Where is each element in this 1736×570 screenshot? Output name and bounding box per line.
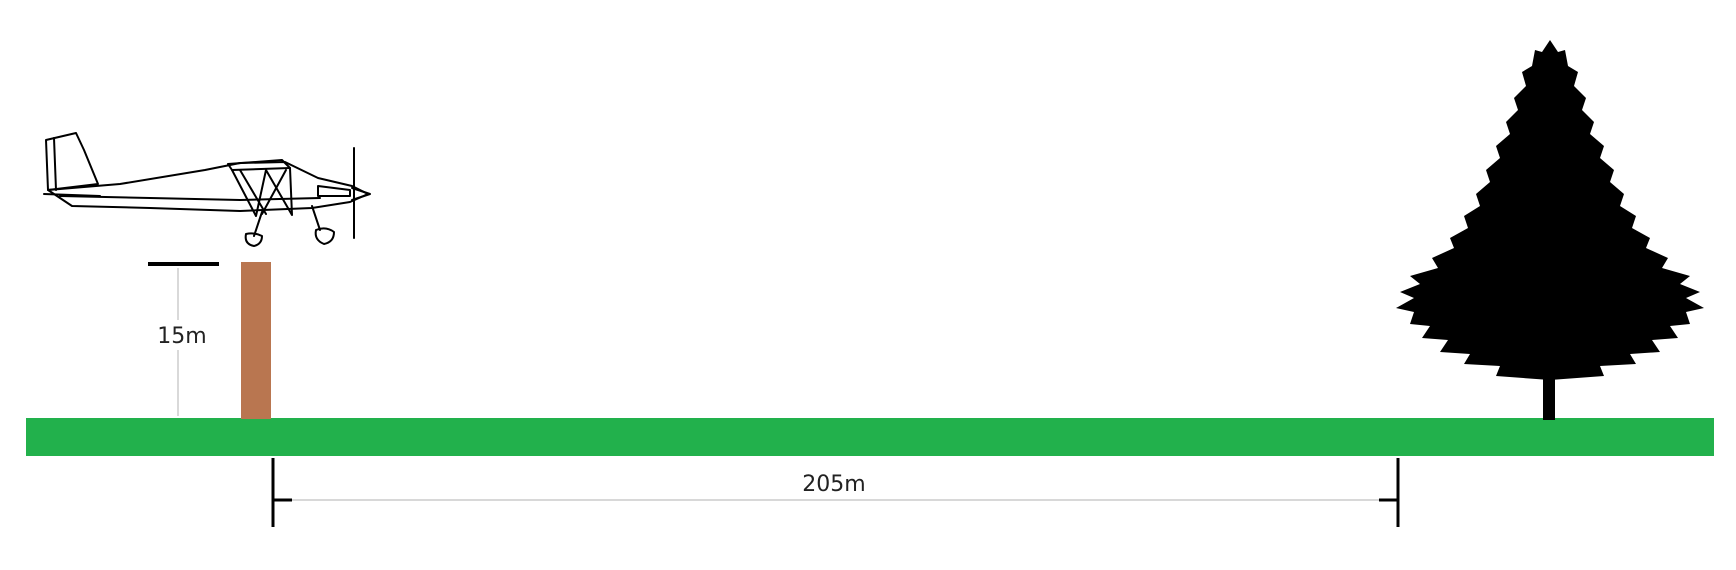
- obstacle-post: [241, 262, 271, 419]
- ultralight-airplane-icon: [43, 132, 371, 247]
- distance-label: 205m: [802, 472, 865, 497]
- height-dimension: 15m: [148, 262, 219, 416]
- distance-dimension: 205m: [271, 458, 1400, 527]
- height-label: 15m: [157, 324, 206, 349]
- ground-strip: [26, 418, 1714, 456]
- tree-crown: [1396, 40, 1704, 380]
- fir-tree-icon: [1396, 40, 1704, 420]
